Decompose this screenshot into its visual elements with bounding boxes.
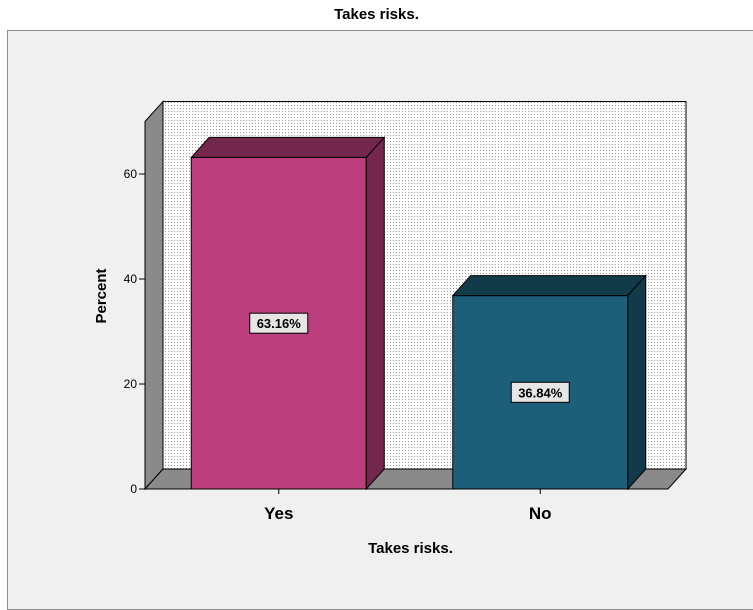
y-axis-title: Percent	[93, 268, 110, 323]
x-tick-label: No	[529, 504, 552, 523]
y-axis: 0 20 40 60	[124, 121, 146, 496]
bar-side	[627, 274, 647, 491]
bar-top	[190, 136, 386, 158]
left-wall	[144, 100, 164, 491]
data-label-box	[510, 381, 570, 403]
chart-title: Takes risks.	[334, 6, 419, 23]
data-label: 63.16%	[249, 312, 309, 334]
bar-no	[451, 274, 647, 491]
x-tick-label: Yes	[264, 504, 293, 523]
bar-side	[365, 136, 385, 491]
data-label: 36.84%	[510, 381, 570, 403]
x-axis-title: Takes risks.	[368, 540, 453, 557]
bar-chart: 0 20 40 60 63.16% Yes 36.84% No Takes risks. Per…	[93, 100, 688, 557]
y-tick-label: 0	[130, 482, 137, 496]
y-tick-label: 60	[124, 167, 138, 181]
data-label-value: 36.84%	[518, 385, 563, 400]
y-tick-label: 20	[124, 377, 138, 391]
bar-top	[451, 275, 647, 297]
y-tick-label: 40	[124, 272, 138, 286]
data-label-value: 63.16%	[257, 316, 302, 331]
data-label-box	[249, 312, 309, 334]
labels: 63.16% Yes 36.84% No Takes risks. Percent	[93, 268, 570, 557]
